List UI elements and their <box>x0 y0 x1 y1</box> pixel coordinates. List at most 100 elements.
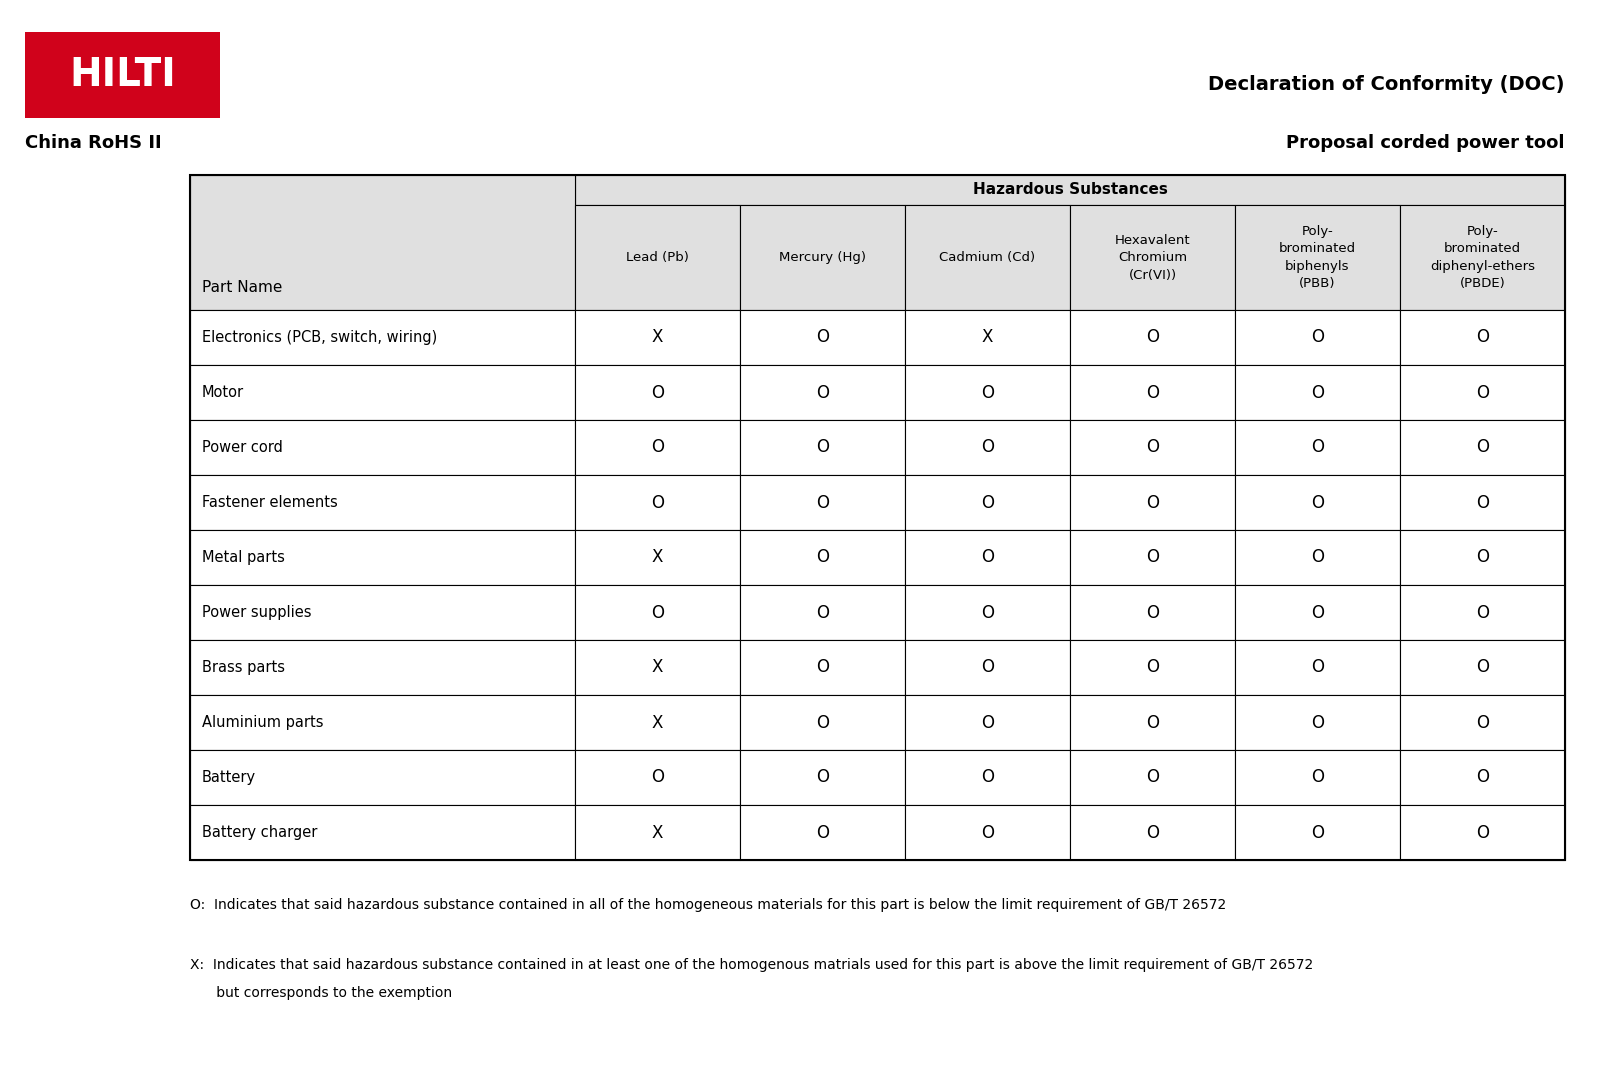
Text: O: O <box>1475 494 1490 512</box>
Text: O: O <box>1146 713 1158 731</box>
Text: Electronics (PCB, switch, wiring): Electronics (PCB, switch, wiring) <box>202 330 437 345</box>
Bar <box>574 805 739 860</box>
Bar <box>574 585 739 640</box>
Text: Part Name: Part Name <box>202 280 282 295</box>
Bar <box>1400 695 1565 750</box>
Bar <box>906 585 1070 640</box>
Text: O: O <box>981 494 994 512</box>
Bar <box>739 365 906 420</box>
Text: O: O <box>1310 713 1325 731</box>
Text: Fastener elements: Fastener elements <box>202 495 338 510</box>
Bar <box>739 805 906 860</box>
Bar <box>1070 205 1235 310</box>
Bar <box>1235 750 1400 805</box>
Text: O: O <box>981 438 994 456</box>
Text: Aluminium parts: Aluminium parts <box>202 715 323 730</box>
Bar <box>906 750 1070 805</box>
Text: Lead (Pb): Lead (Pb) <box>626 251 690 264</box>
Text: O: O <box>1146 384 1158 402</box>
Bar <box>190 420 574 475</box>
Bar <box>1070 475 1235 530</box>
Bar <box>190 640 574 695</box>
Text: O: O <box>651 494 664 512</box>
Text: O: O <box>816 494 829 512</box>
Text: O: O <box>1475 824 1490 841</box>
Text: Metal parts: Metal parts <box>202 550 285 565</box>
Bar <box>1070 805 1235 860</box>
Text: O: O <box>816 769 829 787</box>
Bar <box>574 695 739 750</box>
Bar <box>190 310 574 365</box>
Bar <box>739 475 906 530</box>
Bar <box>739 695 906 750</box>
Bar <box>906 310 1070 365</box>
Bar <box>190 475 574 530</box>
Text: O: O <box>816 549 829 566</box>
Text: O: O <box>1146 824 1158 841</box>
Bar <box>26 32 221 118</box>
Text: O: O <box>1146 438 1158 456</box>
Text: O: O <box>651 603 664 621</box>
Text: O: O <box>1475 384 1490 402</box>
Text: Power cord: Power cord <box>202 440 283 455</box>
Text: O: O <box>1310 824 1325 841</box>
Bar <box>190 175 574 310</box>
Text: Motor: Motor <box>202 385 245 400</box>
Bar <box>574 475 739 530</box>
Text: O: O <box>1475 438 1490 456</box>
Text: O: O <box>981 659 994 677</box>
Bar <box>190 805 574 860</box>
Text: O: O <box>1310 603 1325 621</box>
Text: O: O <box>1310 438 1325 456</box>
Bar <box>739 640 906 695</box>
Text: O: O <box>816 603 829 621</box>
Text: O: O <box>981 824 994 841</box>
Bar <box>1400 640 1565 695</box>
Text: Battery charger: Battery charger <box>202 825 317 840</box>
Bar <box>1400 365 1565 420</box>
Text: X: X <box>651 659 662 677</box>
Text: O: O <box>1310 769 1325 787</box>
Text: O: O <box>1475 659 1490 677</box>
Bar <box>1235 585 1400 640</box>
Bar <box>906 640 1070 695</box>
Bar <box>574 365 739 420</box>
Bar <box>1235 310 1400 365</box>
Text: O: O <box>816 384 829 402</box>
Bar <box>906 805 1070 860</box>
Text: Brass parts: Brass parts <box>202 660 285 675</box>
Text: HILTI: HILTI <box>69 56 176 94</box>
Bar <box>739 585 906 640</box>
Text: O: O <box>1475 549 1490 566</box>
Bar <box>906 205 1070 310</box>
Text: Poly-
brominated
diphenyl-ethers
(PBDE): Poly- brominated diphenyl-ethers (PBDE) <box>1430 225 1534 290</box>
Bar <box>739 310 906 365</box>
Bar <box>1400 420 1565 475</box>
Text: O: O <box>1146 494 1158 512</box>
Bar <box>574 750 739 805</box>
Bar <box>906 695 1070 750</box>
Text: O: O <box>1146 603 1158 621</box>
Bar <box>1070 640 1235 695</box>
Bar <box>906 420 1070 475</box>
Bar <box>1070 365 1235 420</box>
Bar <box>1070 750 1235 805</box>
Text: O: O <box>1475 328 1490 346</box>
Text: Hexavalent
Chromium
(Cr(VI)): Hexavalent Chromium (Cr(VI)) <box>1115 233 1190 281</box>
Bar <box>1400 750 1565 805</box>
Bar <box>574 530 739 585</box>
Bar <box>190 695 574 750</box>
Bar <box>1235 205 1400 310</box>
Text: O: O <box>1310 494 1325 512</box>
Bar <box>906 365 1070 420</box>
Text: O: O <box>981 603 994 621</box>
Text: O: O <box>816 659 829 677</box>
Text: Poly-
brominated
biphenyls
(PBB): Poly- brominated biphenyls (PBB) <box>1278 225 1357 290</box>
Bar <box>190 750 574 805</box>
Bar <box>1070 695 1235 750</box>
Text: O: O <box>1475 769 1490 787</box>
Bar <box>1400 805 1565 860</box>
Text: O: O <box>981 384 994 402</box>
Text: O: O <box>651 384 664 402</box>
Bar <box>1070 420 1235 475</box>
